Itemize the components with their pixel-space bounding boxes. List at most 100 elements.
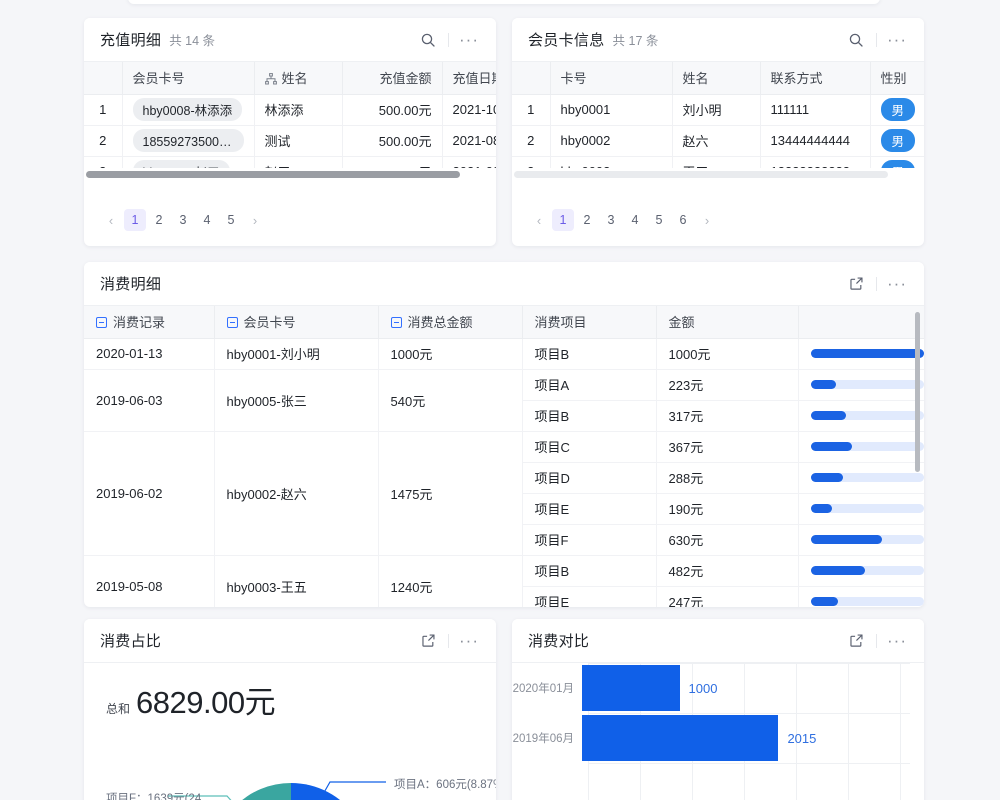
compare-bar-row[interactable]: 2020年01月 1000 (512, 665, 717, 711)
row-index: 2 (512, 125, 551, 157)
pie-slice-f[interactable] (212, 783, 291, 800)
col-member-card-no[interactable]: 会员卡号 (214, 306, 379, 339)
table-row[interactable]: 项目E 247元 (84, 586, 924, 607)
pie-slice-a[interactable] (291, 782, 356, 800)
status-badge: 男 (880, 98, 916, 121)
table-row[interactable]: 1 hby0001 刘小明 111111 男 (512, 94, 924, 126)
member-table-viewport: 卡号 姓名 联系方式 性别 1 hby0001 刘小明 111111 男 (512, 62, 924, 180)
cell-item: 项目F (522, 524, 657, 556)
pagination-page-2[interactable]: 2 (155, 213, 163, 227)
cell-phone: 13444444444 (760, 125, 871, 157)
table-row[interactable]: 项目E 190元 (84, 493, 924, 525)
pagination-page-6[interactable]: 6 (679, 213, 687, 227)
cell-bar (798, 555, 924, 587)
table-row[interactable]: 2019-06-02 hby0002-赵六 1475元 项目C 367元 (84, 431, 924, 556)
progress-fill (810, 349, 924, 358)
search-icon[interactable] (415, 27, 441, 53)
gridline (796, 663, 797, 800)
cell-date: 2019-06-02 (84, 431, 215, 556)
table-row[interactable]: 项目D 288元 (84, 462, 924, 494)
vertical-scrollbar-thumb[interactable] (915, 312, 920, 472)
progress-track (810, 597, 924, 606)
more-icon[interactable]: ··· (887, 29, 907, 49)
pagination-next[interactable]: › (704, 212, 710, 228)
table-row[interactable]: 项目F 630元 (84, 524, 924, 556)
col-total-amount[interactable]: 消费总金额 (378, 306, 523, 339)
row-index: 1 (512, 94, 551, 126)
table-row[interactable]: 2 18559273500-测试 测试 500.00元 2021-08 (84, 125, 496, 157)
horizontal-scrollbar[interactable] (84, 168, 496, 180)
horizontal-scrollbar-thumb[interactable] (86, 171, 460, 178)
cell-phone: 111111 (760, 94, 871, 126)
table-row[interactable]: 2019-05-08 hby0003-王五 1240元 项目B 482元 (84, 555, 924, 607)
more-icon[interactable]: ··· (887, 273, 907, 293)
cell-date: 2020-01-13 (84, 338, 215, 370)
external-link-icon[interactable] (843, 628, 869, 654)
cell-bar (798, 462, 924, 494)
pagination-page-3[interactable]: 3 (607, 213, 615, 227)
collapse-icon[interactable] (390, 317, 402, 329)
pagination-page-4[interactable]: 4 (203, 213, 211, 227)
gridline (848, 663, 849, 800)
cell-amount: 482元 (656, 555, 799, 587)
cell-date: 2019-05-08 (84, 555, 215, 607)
pagination-page-2[interactable]: 2 (583, 213, 591, 227)
compare-bar[interactable] (582, 715, 779, 761)
pagination-page-4[interactable]: 4 (631, 213, 639, 227)
cell-date: 2021-10 (442, 94, 496, 126)
pagination-page-1[interactable]: 1 (552, 209, 574, 231)
pagination-prev[interactable]: ‹ (536, 212, 542, 228)
cell-bar (798, 431, 924, 463)
compare-bar[interactable] (582, 665, 680, 711)
collapse-icon[interactable] (96, 317, 107, 329)
header-divider (448, 633, 449, 648)
more-icon[interactable]: ··· (887, 630, 907, 650)
cell-amount: 367元 (656, 431, 799, 463)
compare-bar-row[interactable]: 2019年06月 2015 (512, 715, 816, 761)
horizontal-scrollbar-thumb[interactable] (514, 171, 888, 178)
col-consumption-record[interactable]: 消费记录 (84, 306, 215, 339)
horizontal-scrollbar[interactable] (512, 168, 924, 180)
cell-name: 刘小明 (672, 94, 761, 126)
more-icon[interactable]: ··· (459, 29, 479, 49)
cell-date: 2021-08 (442, 125, 496, 157)
member-card-header: 会员卡信息 共 17 条 ··· (512, 18, 924, 62)
table-row[interactable]: 2020-01-13 hby0001-刘小明 1000元 项目B 1000元 (84, 338, 924, 370)
cell-item: 项目B (522, 555, 657, 587)
compare-category-label: 2019年06月 (512, 733, 574, 745)
progress-track (810, 535, 924, 544)
search-icon[interactable] (843, 27, 869, 53)
recharge-table: 会员卡号 姓名 充值金额 (84, 62, 496, 180)
collapse-icon[interactable] (226, 317, 238, 329)
cell-total: 1000元 (378, 338, 523, 370)
col-amount: 充值金额 (342, 62, 443, 95)
gridline (588, 663, 910, 664)
table-row[interactable]: 项目B 317元 (84, 400, 924, 432)
progress-fill (810, 597, 839, 606)
table-row[interactable]: 2 hby0002 赵六 13444444444 男 (512, 125, 924, 157)
cell-sex: 男 (870, 125, 924, 157)
pagination-page-3[interactable]: 3 (179, 213, 187, 227)
pie-card-title: 消费占比 (100, 633, 162, 650)
partial-card-above (128, 0, 880, 4)
cell-date: 2019-06-03 (84, 369, 215, 432)
table-row[interactable]: 1 hby0008-林添添 林添添 500.00元 2021-10 (84, 94, 496, 126)
cell-card-no: hby0001-刘小明 (214, 338, 379, 370)
pagination-prev[interactable]: ‹ (108, 212, 114, 228)
detail-card-header: 消费明细 ··· (84, 262, 924, 306)
external-link-icon[interactable] (843, 271, 869, 297)
progress-fill (810, 504, 832, 513)
more-icon[interactable]: ··· (459, 630, 479, 650)
pagination-page-1[interactable]: 1 (124, 209, 146, 231)
progress-fill (810, 535, 882, 544)
pagination-page-5[interactable]: 5 (655, 213, 663, 227)
pagination-next[interactable]: › (252, 212, 258, 228)
status-badge: 男 (880, 129, 916, 152)
pagination-page-5[interactable]: 5 (227, 213, 235, 227)
external-link-icon[interactable] (415, 628, 441, 654)
cell-bar (798, 586, 924, 607)
cell-amount: 630元 (656, 524, 799, 556)
cell-name: 测试 (254, 125, 343, 157)
table-row[interactable]: 2019-06-03 hby0005-张三 540元 项目A 223元 (84, 369, 924, 432)
